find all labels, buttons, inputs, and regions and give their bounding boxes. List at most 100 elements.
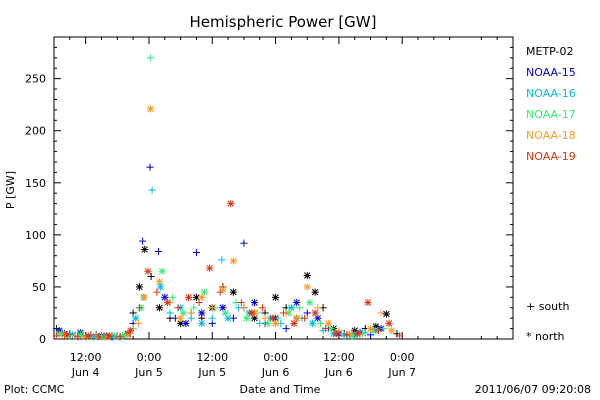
north-marker: [219, 285, 227, 293]
north-marker: [227, 200, 235, 208]
south-marker: [237, 298, 245, 307]
south-marker: [147, 272, 155, 281]
north-marker: [177, 314, 185, 322]
south-marker: [208, 304, 216, 312]
legend-item-noaa-18: NOAA-18: [526, 129, 576, 142]
south-marker: [195, 298, 203, 307]
south-marker: [135, 304, 144, 312]
south-marker: [377, 309, 385, 317]
plot-timestamp: 2011/06/07 09:20:08: [475, 383, 591, 396]
north-marker: [156, 283, 165, 291]
south-marker: [303, 309, 311, 317]
north-marker: [140, 293, 148, 301]
x-tick-date-label: Jun 5: [197, 366, 226, 379]
north-marker: [182, 319, 190, 327]
south-marker: [256, 319, 264, 327]
south-marker: [154, 247, 163, 256]
y-tick-label: 100: [25, 229, 46, 242]
south-marker: [116, 333, 124, 341]
south-marker: [174, 304, 182, 312]
north-marker: [155, 278, 164, 286]
north-marker: [198, 293, 206, 301]
south-marker: [301, 314, 309, 322]
south-marker: [282, 324, 290, 333]
south-marker: [148, 186, 156, 194]
north-marker: [303, 271, 311, 280]
north-marker: [132, 314, 140, 322]
x-tick-time-label: 0:00: [390, 351, 415, 364]
x-axis-label: Date and Time: [240, 383, 321, 396]
north-marker: [144, 267, 152, 275]
north-marker: [163, 298, 172, 307]
x-axis-ticks: 12:00 Jun 4 0:00 Jun 5 12:00 Jun 5 0:00 Jun 6 12…: [69, 37, 498, 379]
legend-item-noaa-17: NOAA-17: [526, 108, 576, 121]
x-tick-date-label: Jun 6: [261, 366, 290, 379]
south-marker: [322, 324, 330, 333]
legend-item-noaa-19: NOAA-19: [526, 150, 576, 163]
north-marker: [308, 319, 317, 327]
north-marker: [353, 330, 361, 338]
y-tick-label: 0: [39, 333, 46, 346]
marker-legend: + south * north: [526, 300, 569, 343]
south-marker: [146, 54, 155, 62]
north-marker: [248, 309, 256, 317]
south-marker: [187, 309, 195, 317]
chart-title: Hemispheric Power [GW]: [190, 13, 377, 31]
y-tick-label: 50: [32, 281, 46, 294]
x-tick-time-label: 12:00: [70, 351, 102, 364]
north-marker: [155, 304, 164, 312]
north-marker: [364, 298, 372, 307]
south-marker: [380, 324, 388, 333]
south-marker: [261, 314, 269, 322]
y-axis-label: P [GW]: [4, 171, 17, 209]
north-marker: [311, 288, 319, 296]
north-marker: [229, 288, 237, 296]
north-marker: [221, 309, 230, 317]
north-marker: [184, 293, 193, 301]
south-marker: [139, 237, 147, 245]
south-marker: [74, 333, 82, 341]
north-marker: [269, 314, 277, 322]
plot-credit: Plot: CCMC: [4, 383, 65, 396]
x-tick-time-label: 12:00: [323, 351, 355, 364]
marker-legend-south: + south: [526, 300, 569, 313]
north-marker: [264, 319, 272, 327]
north-marker: [250, 314, 259, 322]
south-marker: [153, 288, 161, 296]
data-markers: [53, 54, 404, 341]
south-marker: [53, 332, 61, 340]
north-marker: [63, 331, 71, 339]
y-tick-label: 200: [25, 125, 46, 138]
north-marker: [124, 331, 132, 339]
x-tick-time-label: 12:00: [196, 351, 228, 364]
x-tick-date-label: Jun 4: [71, 366, 100, 379]
north-marker: [271, 293, 280, 301]
south-marker: [395, 332, 404, 340]
y-axis-ticks: 0 50 100 150 200 250: [25, 46, 513, 346]
north-marker: [206, 264, 214, 272]
north-marker: [198, 309, 206, 317]
south-marker: [95, 333, 103, 341]
south-marker: [258, 304, 266, 312]
south-marker: [208, 314, 216, 322]
x-tick-date-label: Jun 7: [387, 366, 416, 379]
legend-item-metp-02: METP-02: [526, 45, 574, 58]
north-marker: [84, 332, 92, 340]
north-marker: [306, 298, 314, 307]
north-marker: [198, 319, 206, 327]
south-marker: [374, 327, 383, 335]
north-marker: [158, 267, 166, 275]
legend-item-noaa-15: NOAA-15: [526, 66, 576, 79]
north-marker: [293, 298, 301, 307]
y-tick-label: 250: [25, 73, 46, 86]
north-marker: [290, 319, 298, 327]
north-marker: [135, 283, 144, 291]
south-marker: [240, 239, 248, 247]
south-marker: [146, 163, 154, 171]
north-marker: [382, 310, 390, 318]
marker-legend-north: * north: [526, 330, 565, 343]
north-marker: [126, 327, 135, 335]
south-marker: [190, 304, 198, 312]
south-marker: [316, 319, 325, 327]
